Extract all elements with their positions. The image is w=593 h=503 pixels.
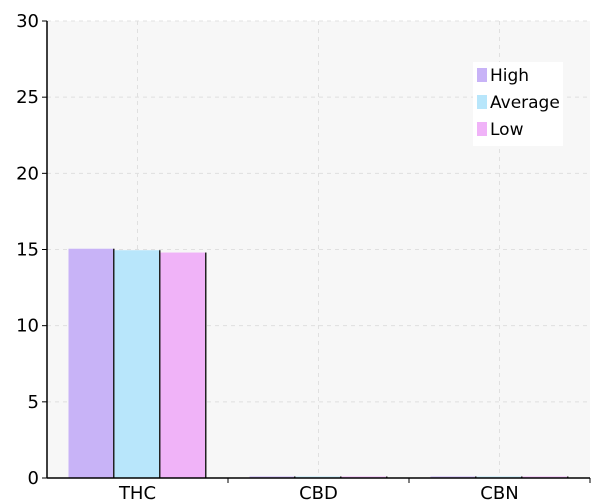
legend-swatch-average xyxy=(477,95,487,109)
bar-edge xyxy=(475,476,477,478)
bar-edge xyxy=(113,248,115,478)
y-tick-label: 30 xyxy=(16,11,39,32)
x-tick-label: CBN xyxy=(480,483,518,503)
bar-edge xyxy=(205,252,207,478)
bar-thc-average xyxy=(114,250,161,478)
bars xyxy=(68,248,569,478)
legend-label-average: Average xyxy=(490,93,560,113)
legend-swatch-low xyxy=(477,122,487,136)
legend-label-high: High xyxy=(490,66,529,86)
x-tick-label: CBD xyxy=(299,483,338,503)
y-tick-label: 5 xyxy=(28,392,39,413)
y-tick-label: 25 xyxy=(16,87,39,108)
bar-thc-high xyxy=(68,248,115,478)
legend-swatch-high xyxy=(477,68,487,82)
bar-edge xyxy=(294,476,296,478)
y-tick-label: 20 xyxy=(16,163,39,184)
legend-box xyxy=(473,62,563,146)
x-tick-labels: THC CBD CBN xyxy=(118,478,591,503)
bar-cbn-high xyxy=(430,476,477,478)
bar-cbd-high xyxy=(249,476,296,478)
legend-label-low: Low xyxy=(490,120,524,140)
y-tick-label: 0 xyxy=(28,468,39,489)
y-tick-label: 10 xyxy=(16,316,39,337)
bar-edge xyxy=(159,250,161,478)
x-tick-label: THC xyxy=(118,483,156,503)
y-ticks: 0 5 10 15 20 25 30 xyxy=(16,11,47,489)
bar-thc-low xyxy=(160,252,207,478)
legend: High Average Low xyxy=(473,62,563,146)
y-tick-label: 15 xyxy=(16,240,39,261)
